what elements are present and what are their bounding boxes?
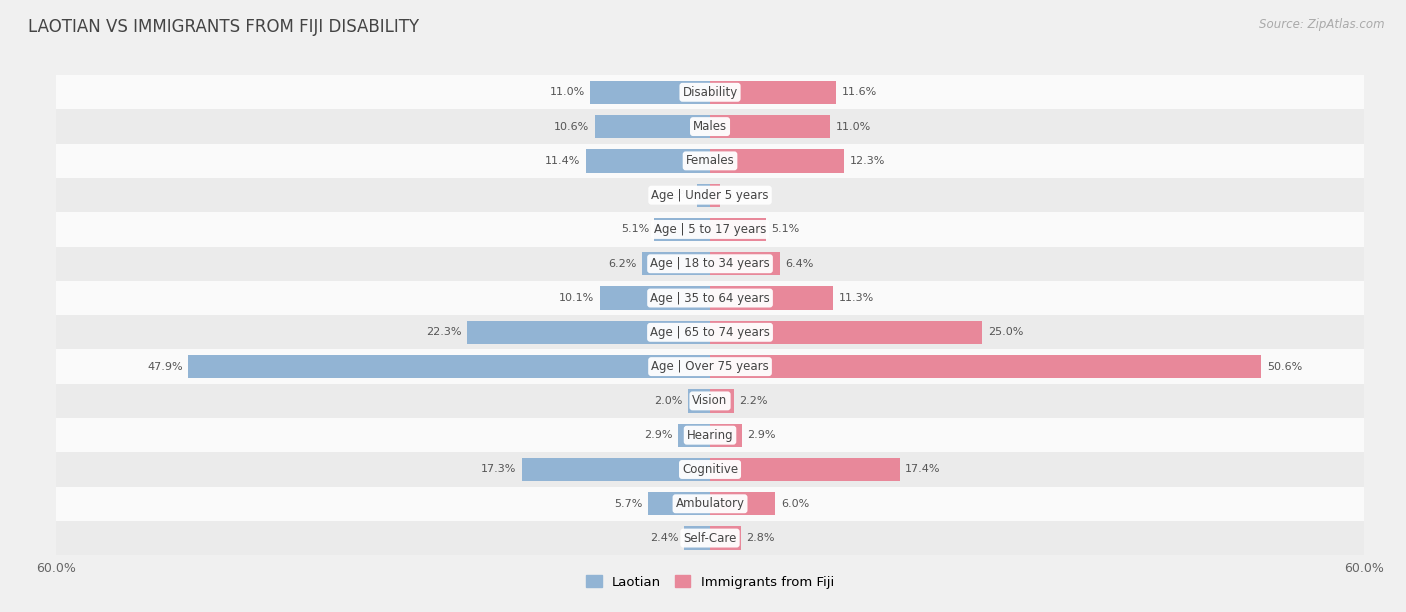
Text: 1.2%: 1.2%: [664, 190, 692, 200]
Bar: [710, 149, 844, 173]
Text: Age | Under 5 years: Age | Under 5 years: [651, 188, 769, 202]
Bar: [643, 252, 710, 275]
Text: 11.6%: 11.6%: [842, 88, 877, 97]
Text: Disability: Disability: [682, 86, 738, 99]
Bar: [522, 458, 710, 481]
Text: Age | 35 to 64 years: Age | 35 to 64 years: [650, 291, 770, 305]
Text: 2.4%: 2.4%: [650, 533, 679, 543]
Bar: [679, 424, 710, 447]
FancyBboxPatch shape: [56, 521, 1364, 555]
Text: 11.0%: 11.0%: [550, 88, 585, 97]
Text: 6.0%: 6.0%: [780, 499, 808, 509]
Text: LAOTIAN VS IMMIGRANTS FROM FIJI DISABILITY: LAOTIAN VS IMMIGRANTS FROM FIJI DISABILI…: [28, 18, 419, 36]
FancyBboxPatch shape: [56, 212, 1364, 247]
FancyBboxPatch shape: [56, 144, 1364, 178]
Bar: [595, 115, 710, 138]
Text: Source: ZipAtlas.com: Source: ZipAtlas.com: [1260, 18, 1385, 31]
Bar: [697, 184, 710, 207]
Text: 10.1%: 10.1%: [560, 293, 595, 303]
Bar: [710, 389, 734, 412]
Legend: Laotian, Immigrants from Fiji: Laotian, Immigrants from Fiji: [581, 570, 839, 594]
Text: Females: Females: [686, 154, 734, 167]
FancyBboxPatch shape: [56, 418, 1364, 452]
Bar: [710, 184, 720, 207]
Text: 10.6%: 10.6%: [554, 122, 589, 132]
FancyBboxPatch shape: [56, 315, 1364, 349]
Text: 5.7%: 5.7%: [614, 499, 643, 509]
Text: Hearing: Hearing: [686, 428, 734, 442]
Text: 12.3%: 12.3%: [849, 156, 884, 166]
Text: 2.9%: 2.9%: [747, 430, 776, 440]
Bar: [654, 218, 710, 241]
Bar: [710, 81, 837, 104]
Text: 0.92%: 0.92%: [725, 190, 761, 200]
Text: 11.4%: 11.4%: [546, 156, 581, 166]
Bar: [710, 458, 900, 481]
Text: 2.9%: 2.9%: [644, 430, 673, 440]
Bar: [710, 492, 776, 515]
Text: 47.9%: 47.9%: [148, 362, 183, 371]
Bar: [710, 286, 834, 310]
Text: Age | 65 to 74 years: Age | 65 to 74 years: [650, 326, 770, 339]
Bar: [710, 424, 741, 447]
FancyBboxPatch shape: [56, 349, 1364, 384]
Bar: [710, 115, 830, 138]
Text: 5.1%: 5.1%: [770, 225, 799, 234]
FancyBboxPatch shape: [56, 75, 1364, 110]
FancyBboxPatch shape: [56, 384, 1364, 418]
Text: 25.0%: 25.0%: [988, 327, 1024, 337]
Bar: [591, 81, 710, 104]
Bar: [710, 355, 1261, 378]
FancyBboxPatch shape: [56, 452, 1364, 487]
Bar: [710, 252, 780, 275]
Bar: [467, 321, 710, 344]
Text: 5.1%: 5.1%: [621, 225, 650, 234]
FancyBboxPatch shape: [56, 110, 1364, 144]
Bar: [689, 389, 710, 412]
Text: Self-Care: Self-Care: [683, 532, 737, 545]
Text: 6.4%: 6.4%: [785, 259, 814, 269]
Text: Vision: Vision: [692, 394, 728, 408]
Text: Cognitive: Cognitive: [682, 463, 738, 476]
Text: 6.2%: 6.2%: [609, 259, 637, 269]
Bar: [710, 321, 983, 344]
Text: Age | Over 75 years: Age | Over 75 years: [651, 360, 769, 373]
Text: 2.8%: 2.8%: [747, 533, 775, 543]
Text: 11.0%: 11.0%: [835, 122, 870, 132]
Text: 17.3%: 17.3%: [481, 465, 516, 474]
Bar: [710, 526, 741, 550]
FancyBboxPatch shape: [56, 487, 1364, 521]
Text: Age | 18 to 34 years: Age | 18 to 34 years: [650, 257, 770, 271]
Bar: [586, 149, 710, 173]
Text: 17.4%: 17.4%: [905, 465, 941, 474]
Text: 50.6%: 50.6%: [1267, 362, 1302, 371]
Text: Age | 5 to 17 years: Age | 5 to 17 years: [654, 223, 766, 236]
Text: Males: Males: [693, 120, 727, 133]
Text: 22.3%: 22.3%: [426, 327, 461, 337]
Bar: [648, 492, 710, 515]
Bar: [683, 526, 710, 550]
Text: 11.3%: 11.3%: [838, 293, 875, 303]
Bar: [188, 355, 710, 378]
Text: 2.2%: 2.2%: [740, 396, 768, 406]
FancyBboxPatch shape: [56, 178, 1364, 212]
Bar: [600, 286, 710, 310]
FancyBboxPatch shape: [56, 247, 1364, 281]
Text: 2.0%: 2.0%: [654, 396, 683, 406]
FancyBboxPatch shape: [56, 281, 1364, 315]
Text: Ambulatory: Ambulatory: [675, 498, 745, 510]
Bar: [710, 218, 766, 241]
